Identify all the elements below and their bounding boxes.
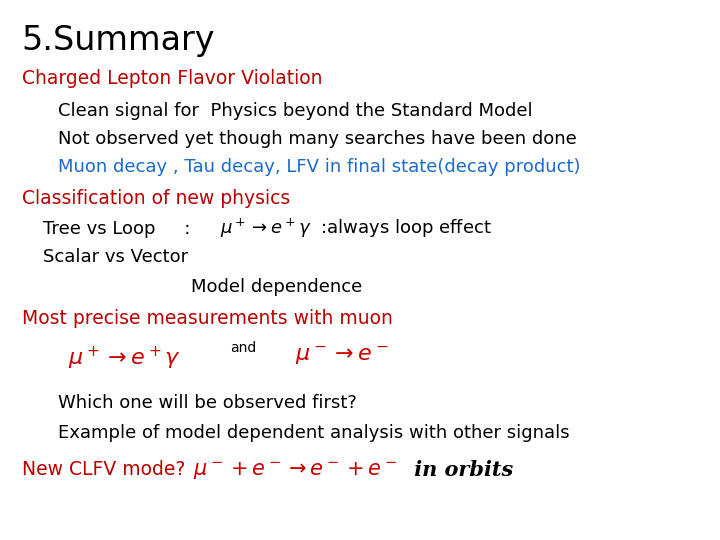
Text: $\mu^- + e^- \rightarrow e^- + e^-$: $\mu^- + e^- \rightarrow e^- + e^-$ bbox=[193, 460, 397, 482]
Text: Which one will be observed first?: Which one will be observed first? bbox=[58, 394, 356, 412]
Text: Scalar vs Vector: Scalar vs Vector bbox=[43, 248, 189, 266]
Text: Classification of new physics: Classification of new physics bbox=[22, 189, 290, 208]
Text: New CLFV mode?: New CLFV mode? bbox=[22, 460, 185, 479]
Text: Muon decay , Tau decay, LFV in final state(decay product): Muon decay , Tau decay, LFV in final sta… bbox=[58, 158, 580, 176]
Text: Charged Lepton Flavor Violation: Charged Lepton Flavor Violation bbox=[22, 69, 322, 88]
Text: Most precise measurements with muon: Most precise measurements with muon bbox=[22, 309, 392, 328]
Text: and: and bbox=[230, 341, 256, 355]
Text: $\mu^+ \rightarrow e^+\gamma$  :always loop effect: $\mu^+ \rightarrow e^+\gamma$ :always lo… bbox=[220, 217, 491, 240]
Text: 5.Summary: 5.Summary bbox=[22, 24, 215, 57]
Text: Not observed yet though many searches have been done: Not observed yet though many searches ha… bbox=[58, 130, 576, 147]
Text: $\mu^- \rightarrow e^-$: $\mu^- \rightarrow e^-$ bbox=[295, 345, 389, 367]
Text: Model dependence: Model dependence bbox=[191, 278, 362, 295]
Text: $\mu^+ \rightarrow e^+\gamma$: $\mu^+ \rightarrow e^+\gamma$ bbox=[68, 345, 181, 372]
Text: in orbits: in orbits bbox=[407, 460, 513, 480]
Text: Example of model dependent analysis with other signals: Example of model dependent analysis with… bbox=[58, 424, 570, 442]
Text: Clean signal for  Physics beyond the Standard Model: Clean signal for Physics beyond the Stan… bbox=[58, 102, 532, 119]
Text: Tree vs Loop     :: Tree vs Loop : bbox=[43, 220, 191, 238]
